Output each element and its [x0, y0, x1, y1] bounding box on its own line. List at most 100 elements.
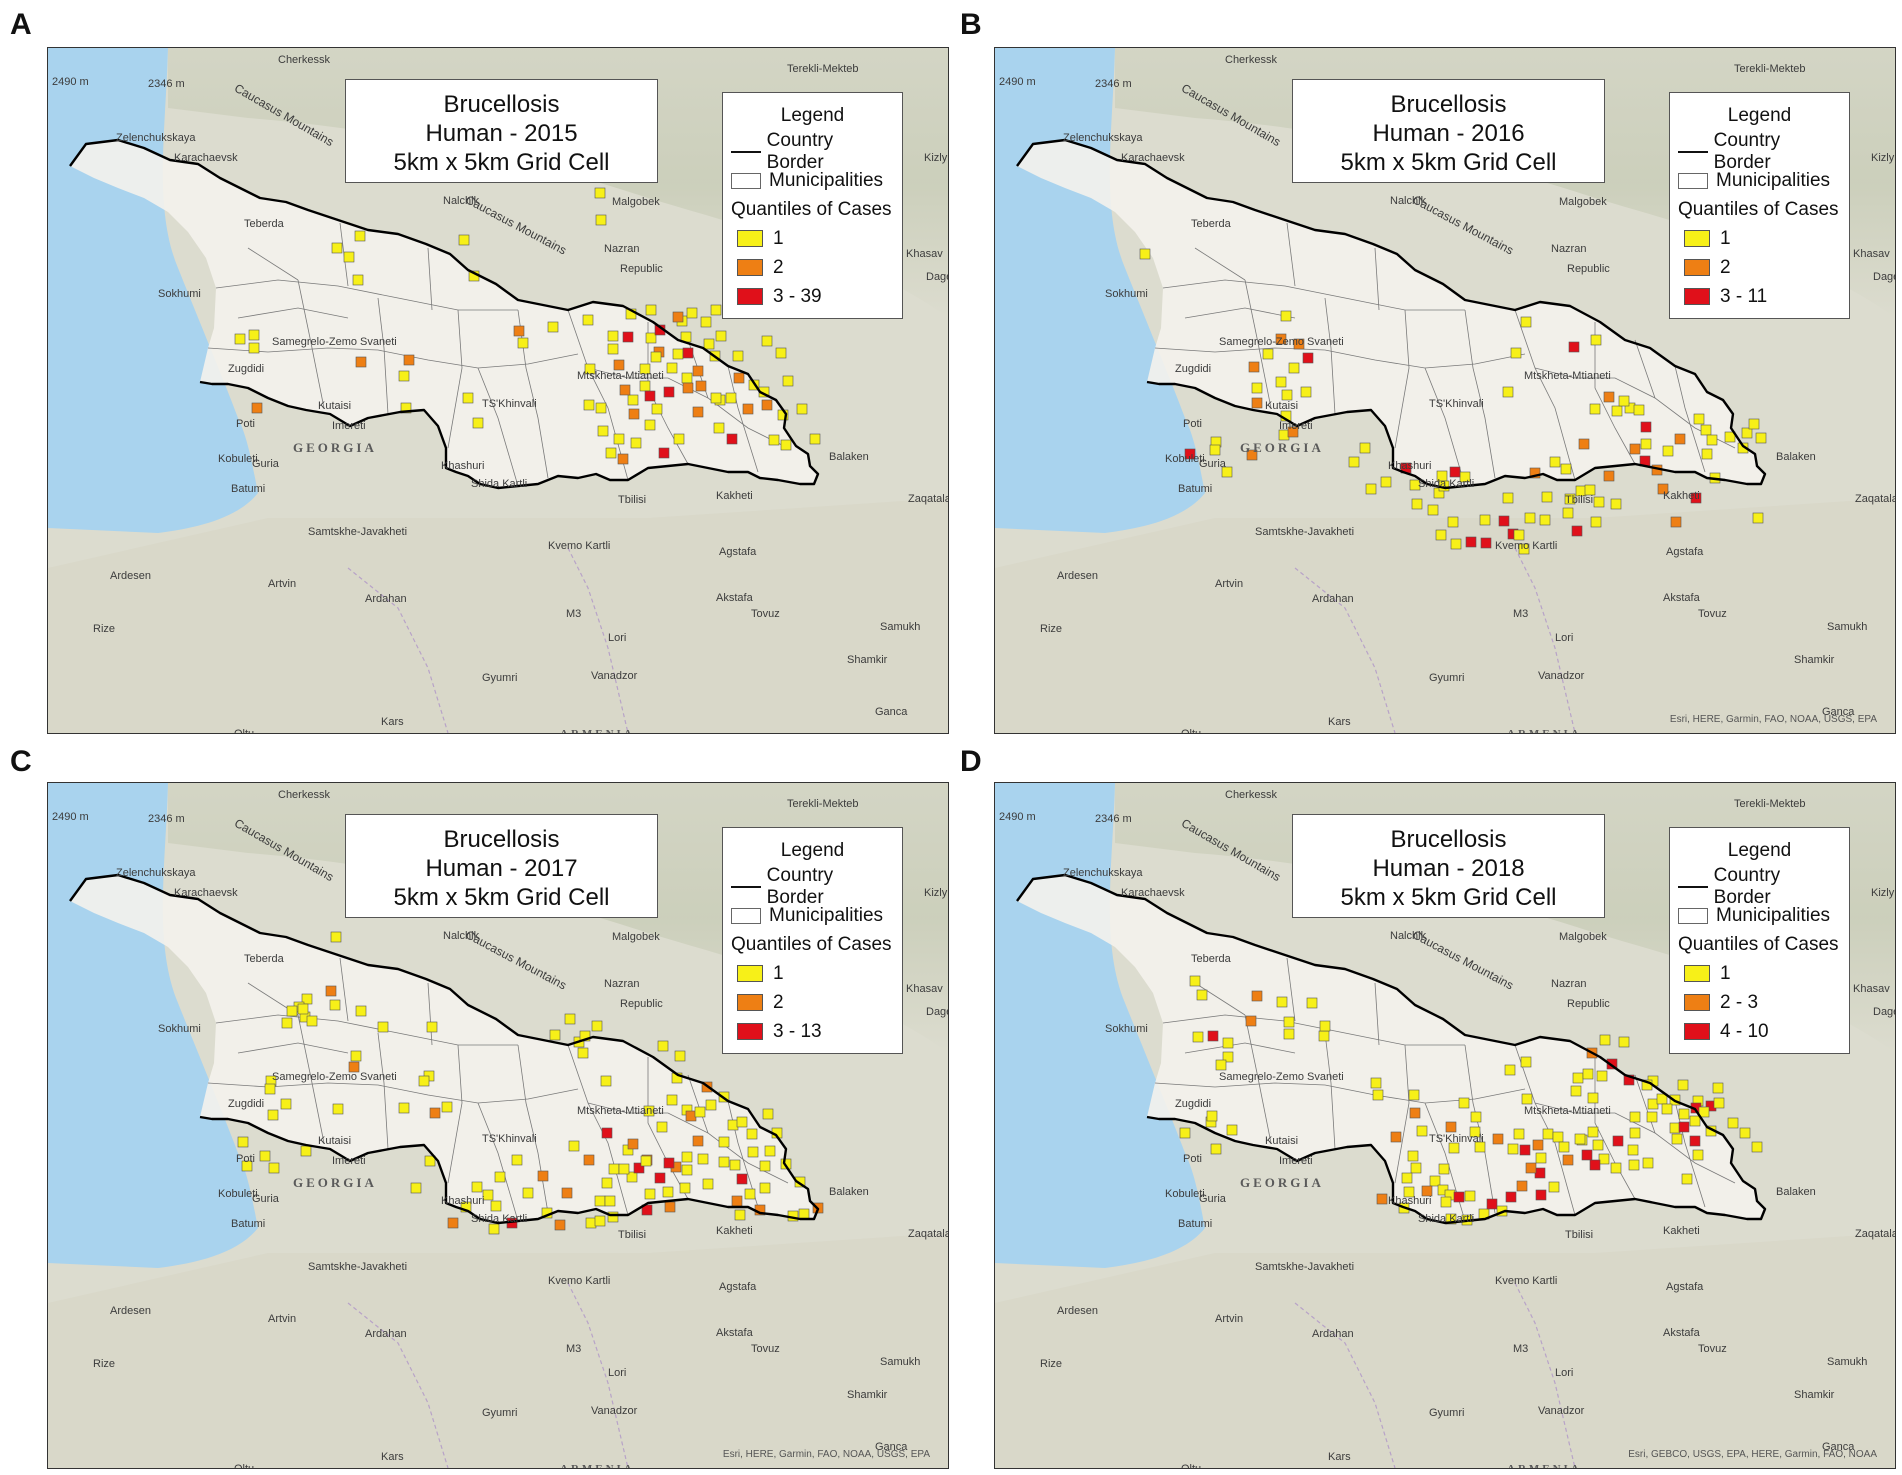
legend-class1-label: 1 [773, 962, 784, 984]
case-cell-class2 [682, 382, 694, 394]
legend-row-border: Country Border [731, 130, 894, 173]
place-label-samegrelo: Samegrelo-Zemo Svaneti [272, 336, 397, 348]
place-label-kakheti: Kakheti [1663, 490, 1700, 502]
municipality-boundary [237, 307, 349, 319]
case-cell-class1 [1661, 1103, 1673, 1115]
case-cell-class2 [447, 1217, 459, 1229]
case-cell-class1 [607, 1211, 619, 1223]
case-cell-class1 [718, 1136, 730, 1148]
case-cell-class2 [672, 311, 684, 323]
place-label-sokhumi: Sokhumi [1105, 1023, 1148, 1035]
case-cell-class1 [681, 372, 693, 384]
place-label-shamkir: Shamkir [1794, 654, 1835, 666]
case-cell-class1 [1693, 413, 1705, 425]
southern-terrain [48, 498, 948, 733]
legend-row-quantiles: Quantiles of Cases [1678, 195, 1841, 224]
case-cell-class1 [729, 1159, 741, 1171]
place-label-alt1: 2490 m [999, 76, 1036, 88]
legend-quantiles-label: Quantiles of Cases [1678, 198, 1839, 220]
place-label-m3: M3 [566, 608, 582, 620]
case-cell-class1 [1689, 1115, 1701, 1127]
municipality-boundary [1286, 957, 1296, 1022]
place-label-kutaisi: Kutaisi [1265, 1135, 1299, 1147]
legend-border-label: Country Border [1713, 129, 1781, 173]
place-label-tbilisi: Tbilisi [618, 494, 647, 506]
place-label-mtskheta: Mtskheta-Mtianeti [1524, 370, 1611, 382]
place-label-akstafa: Akstafa [716, 592, 753, 604]
case-cell-class1 [1751, 1141, 1763, 1153]
case-cell-class1 [1692, 1149, 1704, 1161]
place-label-samegrelo: Samegrelo-Zemo Svaneti [272, 1071, 397, 1083]
municipality-boundary [477, 1102, 519, 1222]
case-cell-class1 [1372, 1089, 1384, 1101]
legend-quantiles-label: Quantiles of Cases [731, 933, 892, 955]
municipality-swatch [731, 172, 761, 189]
map-title-line1: Brucellosis [1390, 826, 1507, 853]
municipality-boundary [1424, 367, 1466, 487]
case-cell-class1 [702, 1178, 714, 1190]
case-cell-class1 [583, 399, 595, 411]
municipality-boundary [1324, 1032, 1336, 1150]
map-title-line2: Human - 2018 [1372, 855, 1525, 882]
place-label-oltu: Oltu [234, 1463, 255, 1469]
place-label-mtskheta: Mtskheta-Mtianeti [1524, 1105, 1611, 1117]
case-cell-class1 [1629, 1111, 1641, 1123]
place-label-balaken: Balaken [829, 1186, 869, 1198]
case-cell-class1 [332, 1103, 344, 1115]
map-title-line3: 5km x 5km Grid Cell [393, 149, 610, 176]
place-label-gyumri: Gyumri [1429, 1407, 1465, 1419]
case-grid-cells [234, 187, 821, 465]
place-label-teberda: Teberda [244, 953, 284, 965]
case-cell-class2 [664, 1201, 676, 1213]
case-cell-class1 [1192, 1031, 1204, 1043]
case-cell-class2 [1562, 1154, 1574, 1166]
place-label-kutaisi: Kutaisi [318, 1135, 352, 1147]
case-cell-class1 [1681, 1173, 1693, 1185]
place-label-cherkessk: Cherkessk [278, 54, 330, 66]
map-title-line3: 5km x 5km Grid Cell [1340, 149, 1557, 176]
case-cell-class2 [1246, 449, 1258, 461]
case-cell-class1 [710, 304, 722, 316]
case-cell-class1 [1618, 1036, 1630, 1048]
legend-class3-label: 3 - 11 [1720, 285, 1768, 307]
place-label-ardahan: Ardahan [365, 1328, 407, 1340]
place-label-imereti: Imereti [1279, 420, 1313, 432]
case-cell-class1 [1628, 1159, 1640, 1171]
case-cell-class1 [686, 307, 698, 319]
class2-swatch [1684, 994, 1710, 1011]
place-label-ardahan: Ardahan [1312, 1328, 1354, 1340]
case-cell-class1 [644, 419, 656, 431]
municipality-boundary [727, 1100, 759, 1208]
place-label-zugdidi: Zugdidi [1175, 363, 1212, 375]
case-cell-class1 [1359, 442, 1371, 454]
case-cell-class1 [1440, 1196, 1452, 1208]
case-cell-class1 [424, 1155, 436, 1167]
case-cell-class1 [264, 1083, 276, 1095]
map-title-line1: Brucellosis [1390, 91, 1507, 118]
municipality-boundary [477, 367, 519, 487]
case-cell-class1 [1196, 989, 1208, 1001]
map-legend: Legend Country Border Municipalities Qua… [1669, 92, 1850, 319]
municipality-boundary [1244, 279, 1272, 409]
case-cell-class3 [1623, 1074, 1635, 1086]
case-cell-class3 [1453, 1191, 1465, 1203]
place-label-ardesen: Ardesen [1057, 1305, 1098, 1317]
municipality-boundary [1634, 1074, 1736, 1184]
case-cell-class2 [1529, 467, 1541, 479]
case-cell-class1 [694, 1106, 706, 1118]
case-cell-class2 [1445, 1121, 1457, 1133]
place-label-akstafa: Akstafa [1663, 1327, 1700, 1339]
place-label-balaken: Balaken [829, 451, 869, 463]
case-cell-class1 [1221, 466, 1233, 478]
case-cell-class1 [673, 433, 685, 445]
case-cell-class1 [780, 439, 792, 451]
place-label-shamkir: Shamkir [847, 654, 888, 666]
case-grid-cells [237, 931, 824, 1235]
case-cell-class1 [1479, 514, 1491, 526]
place-label-khasav: Khasav [906, 248, 943, 260]
municipality-boundary [1162, 279, 1465, 311]
case-cell-class1 [768, 434, 780, 446]
case-cell-class2 [1293, 338, 1305, 350]
place-label-dagestan: Dages [926, 1006, 948, 1018]
place-label-khasav: Khasav [1853, 983, 1890, 995]
